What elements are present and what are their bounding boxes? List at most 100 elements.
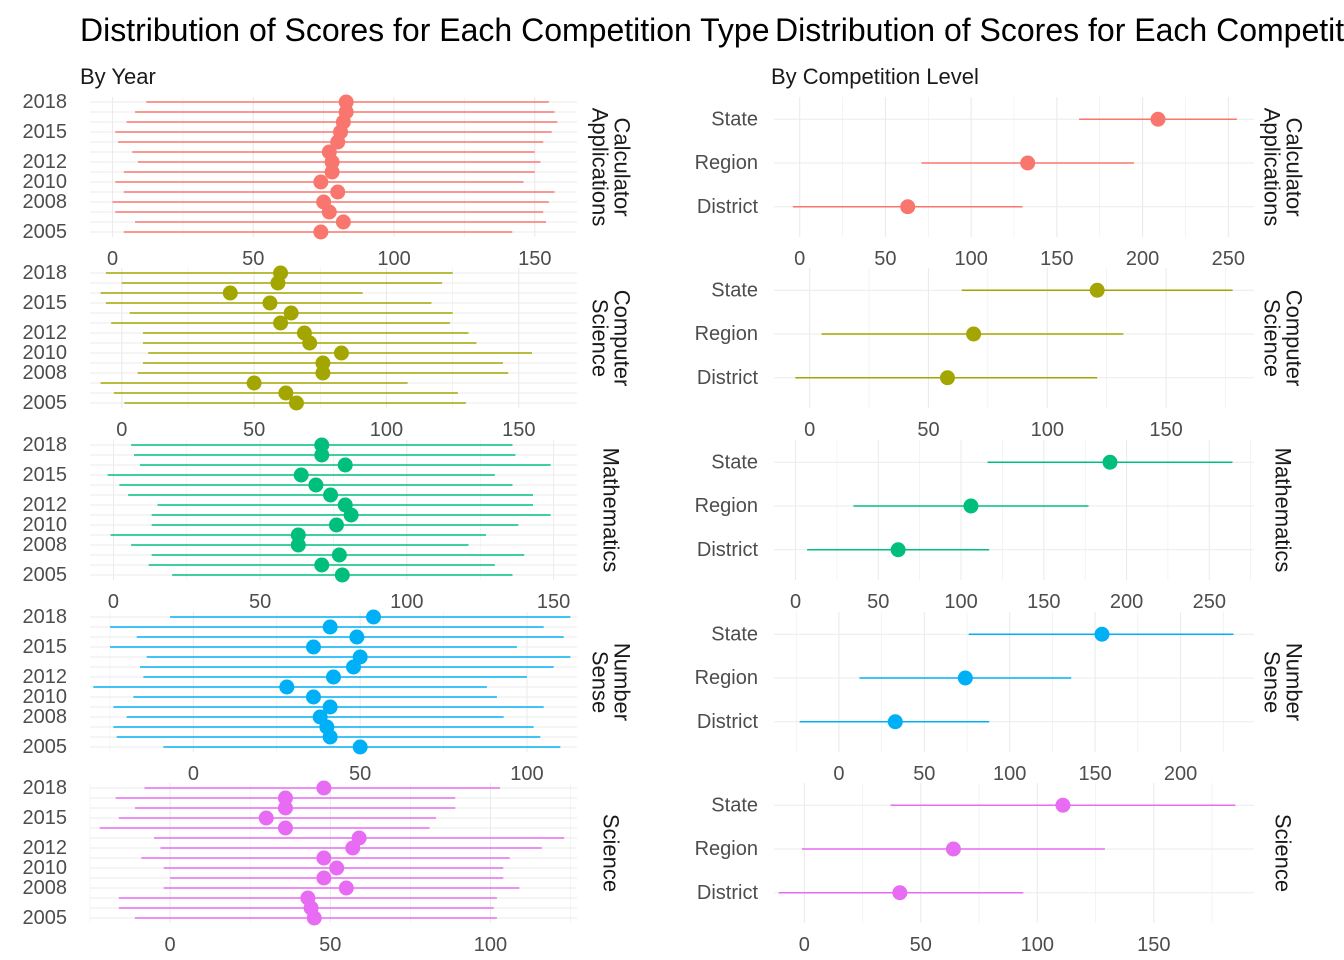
facet-strip-line: Applications bbox=[588, 108, 613, 227]
facet-mathematics-by-level: District Region State 0 50 100 150 200 250 Mathem… bbox=[695, 440, 1296, 613]
x-tick-label: 0 bbox=[804, 419, 815, 441]
facet-strip-line: Science bbox=[1271, 814, 1296, 892]
mean-point-2017 bbox=[322, 619, 338, 635]
x-tick-label: 150 bbox=[537, 591, 570, 613]
facet-science-by-level: District Region State 0 50 100 150 Science bbox=[695, 783, 1296, 956]
mean-point-2013 bbox=[321, 144, 337, 160]
y-tick-label: State bbox=[711, 279, 758, 301]
mean-point-2009 bbox=[316, 870, 332, 886]
y-tick-label: State bbox=[711, 623, 758, 645]
facet-strip-line: Mathematics bbox=[1271, 448, 1296, 573]
mean-point-2012 bbox=[296, 325, 312, 341]
x-tick-label: 0 bbox=[799, 934, 810, 956]
mean-point-2015 bbox=[262, 295, 278, 311]
mean-point-2015 bbox=[305, 639, 321, 655]
y-tick-label: 2010 bbox=[23, 857, 68, 879]
y-tick-label: Region bbox=[695, 838, 758, 860]
x-tick-label: 100 bbox=[944, 591, 977, 613]
mean-point-2009 bbox=[330, 184, 346, 200]
mean-point-region bbox=[1020, 155, 1036, 171]
mean-point-2011 bbox=[316, 850, 332, 866]
x-tick-label: 50 bbox=[910, 934, 932, 956]
x-tick-label: 100 bbox=[390, 591, 423, 613]
y-tick-label: 2005 bbox=[23, 564, 68, 586]
facet-strip-line: Science bbox=[1260, 299, 1285, 377]
y-tick-label: Region bbox=[695, 323, 758, 345]
mean-point-2007 bbox=[246, 375, 262, 391]
x-tick-label: 200 bbox=[1164, 763, 1197, 785]
mean-point-2018 bbox=[314, 437, 330, 453]
x-tick-label: 50 bbox=[243, 419, 265, 441]
mean-point-state bbox=[1055, 797, 1071, 813]
mean-point-2014 bbox=[283, 305, 299, 321]
mean-point-region bbox=[945, 841, 961, 857]
y-tick-label: 2015 bbox=[23, 121, 68, 143]
y-tick-label: 2012 bbox=[23, 837, 68, 859]
facet-strip-line: Sense bbox=[588, 651, 613, 713]
x-tick-label: 0 bbox=[116, 419, 127, 441]
mean-point-state bbox=[1150, 111, 1166, 127]
y-tick-label: 2018 bbox=[23, 262, 68, 284]
y-tick-label: 2018 bbox=[23, 91, 68, 113]
x-tick-label: 50 bbox=[349, 763, 371, 785]
facet-strip-label: Mathematics bbox=[1271, 448, 1296, 573]
x-tick-label: 0 bbox=[107, 248, 118, 270]
mean-point-2010 bbox=[305, 689, 321, 705]
y-tick-label: 2015 bbox=[23, 464, 68, 486]
panel-background bbox=[774, 783, 1254, 923]
facet-strip-line: Computer bbox=[610, 290, 635, 387]
mean-point-2016 bbox=[349, 629, 365, 645]
facet-strip-label: Science bbox=[1271, 814, 1296, 892]
facet-strip-line: Applications bbox=[1260, 108, 1285, 227]
mean-point-2018 bbox=[273, 265, 289, 281]
y-tick-label: 2005 bbox=[23, 392, 68, 414]
mean-point-2018 bbox=[366, 609, 382, 625]
facet-strip-label: Mathematics bbox=[599, 448, 624, 573]
x-tick-label: 150 bbox=[1027, 591, 1060, 613]
mean-point-region bbox=[963, 498, 979, 514]
facet-strip-line: Science bbox=[588, 299, 613, 377]
panel-background bbox=[90, 268, 577, 408]
mean-point-2013 bbox=[351, 830, 367, 846]
facet-strip-line: Sense bbox=[1260, 651, 1285, 713]
mean-point-2010 bbox=[328, 517, 344, 533]
left-panel-title: Distribution of Scores for Each Competit… bbox=[80, 12, 770, 48]
facet-strip-line: Mathematics bbox=[599, 448, 624, 573]
x-tick-label: 50 bbox=[867, 591, 889, 613]
y-tick-label: State bbox=[711, 451, 758, 473]
y-tick-label: 2012 bbox=[23, 494, 68, 516]
mean-point-2006 bbox=[314, 557, 330, 573]
mean-point-2007 bbox=[331, 547, 347, 563]
mean-point-state bbox=[1094, 626, 1110, 642]
right-panel-subtitle: By Competition Level bbox=[771, 64, 979, 89]
x-tick-label: 100 bbox=[993, 763, 1026, 785]
panel-background bbox=[774, 268, 1254, 408]
mean-point-2013 bbox=[273, 315, 289, 331]
y-tick-label: 2018 bbox=[23, 606, 68, 628]
x-tick-label: 0 bbox=[188, 763, 199, 785]
mean-point-2014 bbox=[308, 477, 324, 493]
mean-point-state bbox=[1089, 282, 1105, 298]
facet-strip-label: Science bbox=[599, 814, 624, 892]
y-tick-label: 2018 bbox=[23, 777, 68, 799]
facet-strip-line: Calculator bbox=[610, 117, 635, 216]
mean-point-2009 bbox=[315, 355, 331, 371]
mean-point-district bbox=[890, 542, 906, 558]
x-tick-label: 100 bbox=[1021, 934, 1054, 956]
x-tick-label: 150 bbox=[502, 419, 535, 441]
x-tick-label: 50 bbox=[319, 934, 341, 956]
y-tick-label: 2005 bbox=[23, 736, 68, 758]
mean-point-district bbox=[892, 885, 908, 901]
mean-point-2008 bbox=[338, 880, 354, 896]
mean-point-district bbox=[939, 370, 955, 386]
mean-point-2011 bbox=[279, 679, 295, 695]
x-tick-label: 100 bbox=[954, 248, 987, 270]
